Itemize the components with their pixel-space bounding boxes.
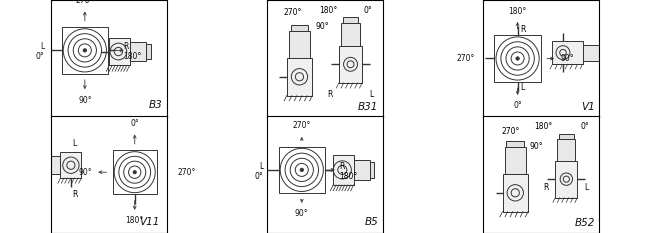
Text: 180°: 180° [125, 216, 144, 225]
Text: R: R [543, 183, 549, 192]
Text: 0°: 0° [580, 122, 589, 131]
Text: B52: B52 [575, 218, 595, 228]
Text: R: R [72, 190, 77, 199]
Text: L: L [72, 139, 76, 148]
Text: L: L [259, 162, 263, 171]
Text: 90°: 90° [78, 168, 92, 177]
Bar [46, 156, 60, 174]
Text: L: L [584, 183, 589, 192]
Text: 0°: 0° [131, 119, 139, 128]
Bar [333, 155, 354, 185]
Bar [370, 162, 374, 178]
Text: R: R [327, 90, 332, 99]
Text: R: R [123, 42, 129, 51]
Bar [112, 150, 157, 194]
Bar [552, 41, 582, 64]
Bar [506, 141, 524, 147]
Text: 270°: 270° [456, 54, 474, 63]
Circle shape [133, 171, 136, 174]
Text: V11: V11 [138, 217, 159, 227]
Text: 0°: 0° [255, 172, 263, 181]
Bar [354, 160, 370, 180]
Bar [109, 38, 129, 65]
Bar [339, 46, 362, 83]
Text: 270°: 270° [75, 0, 94, 5]
Text: 90°: 90° [529, 142, 543, 151]
Text: 180°: 180° [123, 52, 141, 61]
Bar [62, 27, 108, 74]
Text: L: L [40, 42, 44, 51]
Text: 180°: 180° [320, 6, 338, 15]
Text: L: L [520, 83, 524, 92]
Bar [291, 25, 308, 31]
Bar [599, 46, 603, 59]
Bar [289, 31, 310, 58]
Text: 90°: 90° [560, 54, 574, 63]
Text: V1: V1 [582, 102, 595, 112]
Circle shape [516, 57, 519, 60]
Text: 270°: 270° [501, 127, 520, 136]
Bar [146, 44, 151, 59]
Bar [557, 139, 575, 161]
Text: 0°: 0° [514, 101, 522, 110]
Text: 180°: 180° [339, 172, 357, 181]
Text: 180°: 180° [534, 122, 552, 131]
Text: 90°: 90° [295, 209, 309, 218]
Bar [555, 161, 577, 198]
Text: 270°: 270° [292, 121, 311, 130]
Text: 0°: 0° [36, 52, 44, 61]
Circle shape [83, 49, 86, 52]
Text: R: R [339, 162, 345, 171]
Bar [129, 42, 146, 61]
Text: R: R [520, 25, 525, 34]
Text: L: L [369, 90, 374, 99]
Circle shape [300, 168, 304, 171]
Bar [287, 58, 312, 96]
Bar [60, 152, 81, 178]
Bar [343, 17, 358, 23]
Bar [559, 134, 573, 139]
Text: 90°: 90° [316, 22, 330, 31]
Bar [42, 158, 46, 172]
Text: B31: B31 [358, 102, 378, 112]
Text: B5: B5 [365, 217, 378, 227]
Text: B3: B3 [149, 99, 162, 110]
Text: 90°: 90° [78, 96, 92, 105]
Bar [279, 147, 325, 193]
Bar [505, 147, 526, 174]
Bar [341, 23, 360, 46]
Bar [582, 45, 599, 61]
Bar [495, 35, 541, 82]
Text: 270°: 270° [177, 168, 196, 177]
Text: 270°: 270° [283, 7, 302, 17]
Text: 180°: 180° [508, 7, 526, 16]
Bar [502, 174, 528, 212]
Text: 0°: 0° [363, 6, 372, 15]
